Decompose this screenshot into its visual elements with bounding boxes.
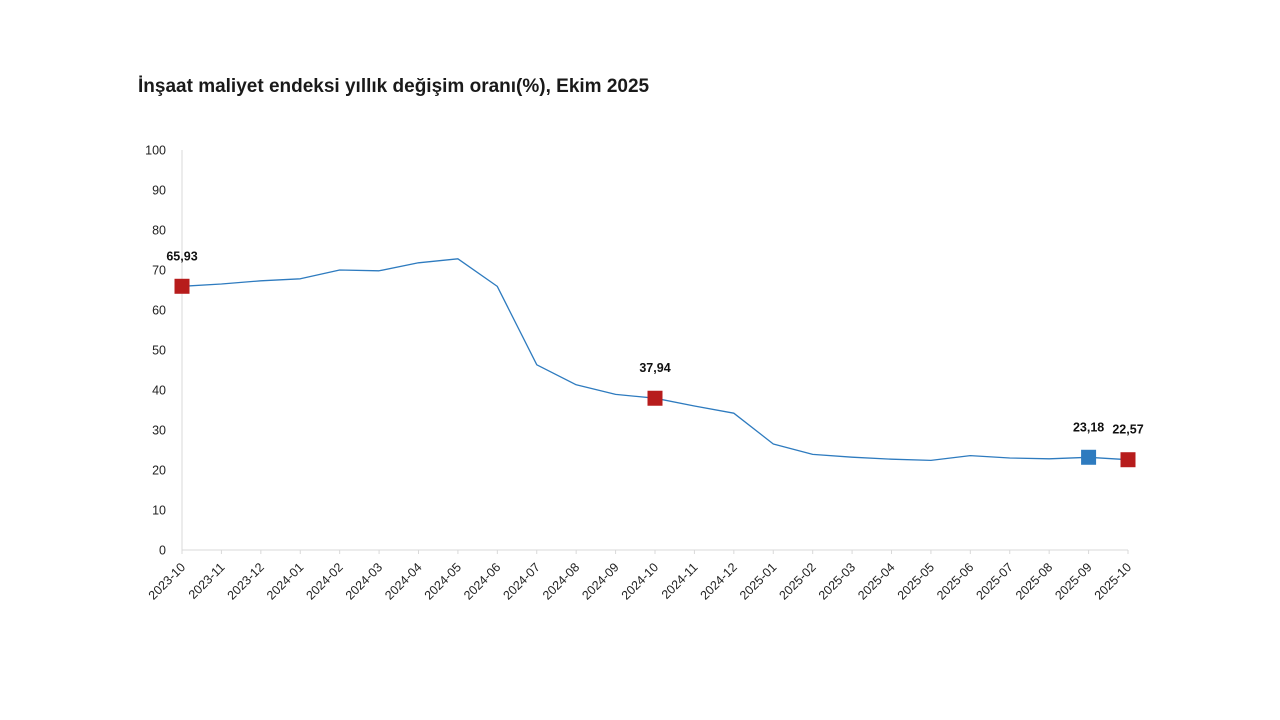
x-tick-label: 2025-05 (895, 560, 937, 602)
x-tick-label: 2024-08 (540, 560, 582, 602)
x-tick-label: 2025-07 (974, 560, 1016, 602)
x-tick-label: 2024-03 (343, 560, 385, 602)
x-tick-label: 2025-09 (1052, 560, 1094, 602)
x-tick-label: 2023-12 (225, 560, 267, 602)
series-line (181, 258, 1129, 462)
y-tick-label: 0 (159, 544, 166, 558)
y-tick-label: 60 (152, 304, 166, 318)
data-label: 22,57 (1112, 423, 1143, 437)
x-tick-label: 2024-01 (264, 560, 306, 602)
highlight-markers (174, 278, 1136, 468)
x-tick-label: 2025-03 (816, 560, 858, 602)
x-tick-label: 2025-02 (776, 560, 818, 602)
data-labels: 65,93 37,94 23,18 22,57 (166, 249, 1143, 436)
x-tick-label: 2023-10 (146, 560, 188, 602)
y-tick-label: 50 (152, 344, 166, 358)
x-tick-label: 2025-10 (1092, 560, 1134, 602)
y-tick-label: 70 (152, 264, 166, 278)
series (181, 258, 1129, 462)
x-tick-label: 2024-11 (659, 560, 701, 602)
y-tick-label: 20 (152, 464, 166, 478)
y-tick-label: 40 (152, 384, 166, 398)
x-tick-label: 2025-04 (855, 560, 897, 602)
y-tick-label: 10 (152, 504, 166, 518)
x-tick-label: 2024-07 (501, 560, 543, 602)
x-tick-label: 2025-08 (1013, 560, 1055, 602)
x-tick-label: 2024-06 (461, 560, 503, 602)
y-tick-label: 80 (152, 224, 166, 238)
highlight-marker (647, 390, 663, 406)
data-label: 37,94 (639, 361, 670, 375)
x-tick-label: 2024-10 (619, 560, 661, 602)
data-label: 23,18 (1073, 420, 1104, 434)
highlight-marker (1120, 452, 1136, 468)
x-tick-label: 2023-11 (186, 560, 228, 602)
x-tick-label: 2024-05 (422, 560, 464, 602)
axes (181, 150, 1128, 551)
data-label: 65,93 (166, 249, 197, 263)
highlight-marker (174, 278, 190, 294)
x-axis-ticks: 2023-102023-112023-122024-012024-022024-… (146, 550, 1134, 603)
x-tick-label: 2025-06 (934, 560, 976, 602)
x-tick-label: 2024-12 (698, 560, 740, 602)
x-tick-label: 2025-01 (737, 560, 779, 602)
highlight-marker (1081, 449, 1097, 465)
x-tick-label: 2024-09 (579, 560, 621, 602)
y-tick-label: 100 (145, 144, 166, 158)
x-tick-label: 2024-02 (303, 560, 345, 602)
y-tick-label: 90 (152, 184, 166, 198)
chart-title: İnşaat maliyet endeksi yıllık değişim or… (138, 76, 650, 97)
y-tick-label: 30 (152, 424, 166, 438)
y-axis-ticks: 0 10 20 30 40 50 60 70 80 90 100 (145, 144, 166, 558)
x-tick-label: 2024-04 (382, 560, 424, 602)
